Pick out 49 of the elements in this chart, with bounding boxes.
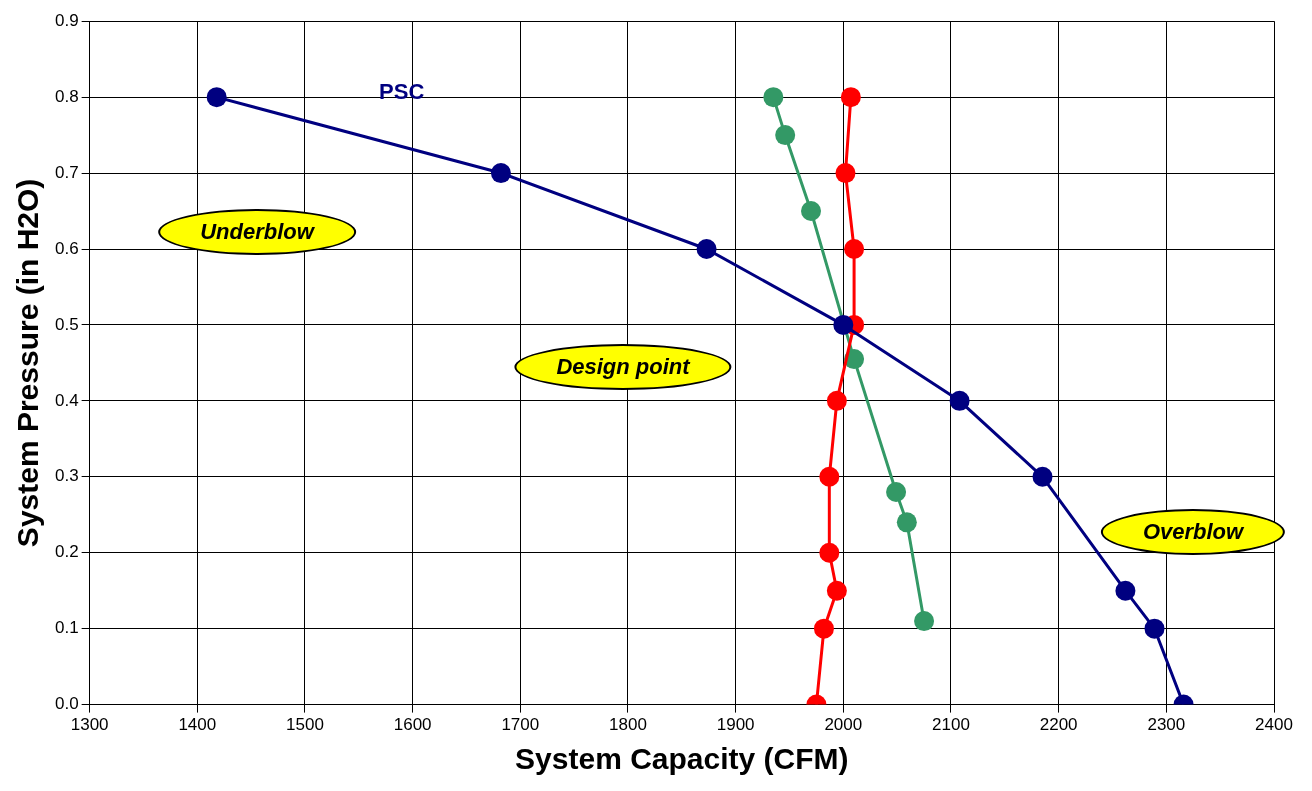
oval-label: Underblow — [158, 209, 356, 255]
point — [840, 87, 861, 108]
point — [833, 314, 854, 335]
x-tick-label: 2200 — [1039, 715, 1078, 735]
point — [1032, 466, 1053, 487]
x-tick-label: 1700 — [501, 715, 540, 735]
point — [696, 239, 717, 259]
point — [835, 163, 856, 184]
y-tick-label: 0.8 — [54, 86, 79, 106]
x-tick-label: 2100 — [932, 715, 970, 735]
y-tick-label: 0.6 — [54, 238, 79, 258]
x-axis-title: System Capacity (CFM) — [515, 742, 849, 776]
point — [813, 618, 834, 639]
oval-label: Overblow — [1100, 509, 1286, 555]
x-tick-label: 2300 — [1147, 715, 1186, 735]
oval-label: Design point — [514, 344, 732, 390]
point — [826, 580, 847, 601]
point — [819, 542, 840, 563]
point — [1144, 618, 1165, 639]
y-tick-label: 0.4 — [54, 390, 79, 410]
point — [914, 611, 935, 632]
y-tick-label: 0.2 — [54, 542, 79, 562]
point — [775, 125, 796, 146]
x-tick-label: 1900 — [716, 715, 755, 735]
x-tick-label: 2000 — [824, 715, 863, 735]
x-tick-label: 1300 — [70, 715, 109, 735]
y-tick-label: 0.1 — [54, 618, 79, 638]
point — [886, 481, 907, 502]
point — [949, 390, 970, 411]
point — [801, 201, 822, 222]
point — [1115, 580, 1136, 601]
x-tick-label: 1600 — [393, 715, 432, 735]
y-tick-label: 0.0 — [54, 694, 79, 714]
x-tick-label: 1800 — [609, 715, 647, 735]
y-tick-label: 0.7 — [54, 162, 79, 182]
point — [826, 390, 847, 411]
point — [896, 512, 917, 533]
point — [490, 163, 511, 184]
x-tick-label: 1400 — [178, 715, 217, 735]
y-tick-label: 0.3 — [54, 466, 79, 486]
point — [844, 239, 865, 259]
y-tick-label: 0.5 — [54, 314, 79, 334]
x-tick-label: 2400 — [1255, 715, 1293, 735]
y-axis-title: System Pressure (in H2O) — [11, 178, 45, 548]
point — [763, 87, 784, 108]
point — [206, 87, 227, 108]
x-tick-label: 1500 — [286, 715, 324, 735]
y-tick-label: 0.9 — [54, 10, 79, 30]
point — [819, 466, 840, 487]
